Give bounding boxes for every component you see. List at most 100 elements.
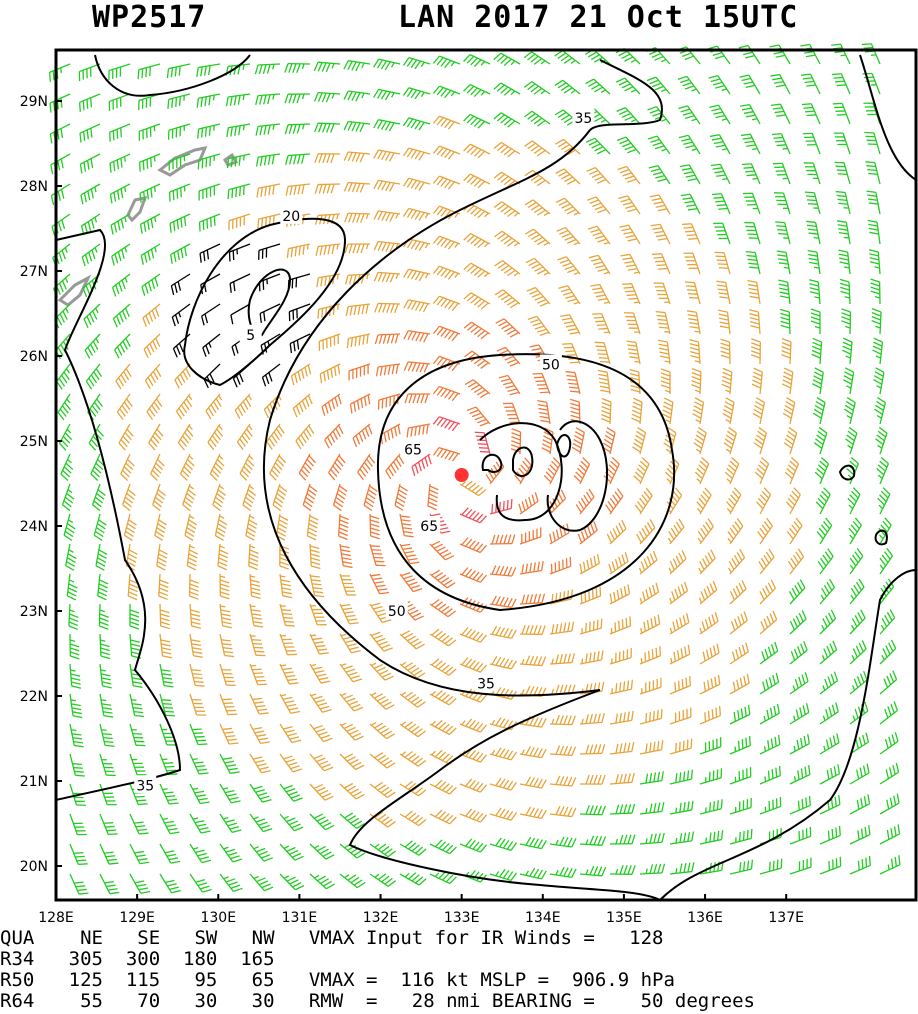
wind-barb — [519, 806, 547, 820]
wind-barb — [198, 183, 221, 201]
wind-barb — [109, 183, 131, 204]
wind-barb — [519, 836, 547, 850]
contour-label-bg — [539, 354, 562, 373]
wind-barb — [142, 303, 161, 328]
wind-barb — [339, 573, 357, 596]
wind-barb — [728, 548, 746, 575]
wind-barb — [429, 690, 457, 706]
x-tick-label: 134E — [525, 910, 561, 926]
wind-barb — [399, 721, 427, 738]
wind-barb — [249, 573, 261, 599]
wind-barb — [779, 308, 791, 335]
wind-barb — [186, 543, 199, 571]
wind-barb — [69, 843, 88, 866]
wind-barb — [709, 104, 731, 125]
wind-barb — [549, 621, 575, 635]
wind-barb — [61, 483, 75, 512]
wind-barb — [201, 303, 221, 326]
wind-barb — [724, 456, 740, 485]
wind-barb — [279, 693, 301, 714]
wind-barb — [459, 808, 488, 823]
wind-barb — [819, 671, 839, 695]
info-line-2: R34 305 300 180 165 — [0, 948, 275, 970]
wind-barb — [646, 76, 671, 95]
wind-barb — [524, 140, 551, 157]
wind-barb — [722, 397, 735, 425]
wind-barb — [863, 102, 881, 125]
wind-barb — [849, 794, 871, 815]
wind-barb — [319, 363, 341, 384]
wind-barb — [579, 713, 605, 725]
wind-barb — [776, 250, 791, 275]
wind-barb — [664, 457, 680, 485]
wind-barb — [399, 571, 423, 593]
wind-barb — [68, 603, 79, 631]
wind-barb — [789, 826, 812, 845]
wind-barb — [849, 578, 865, 605]
wind-barb — [632, 426, 647, 455]
wind-barb — [809, 279, 821, 305]
wind-barb — [339, 663, 363, 683]
wind-barb — [189, 663, 205, 687]
wind-barb — [463, 321, 491, 340]
wind-barb — [772, 162, 791, 185]
wind-barb — [631, 397, 643, 425]
wind-barb — [639, 677, 662, 695]
wind-barb — [661, 397, 674, 425]
wind-barb — [236, 423, 253, 451]
wind-barb — [219, 693, 238, 716]
wind-barb — [110, 213, 131, 235]
wind-barb — [865, 161, 881, 185]
wind-barb — [212, 483, 226, 512]
wind-barb — [751, 367, 763, 395]
wind-barb — [758, 548, 775, 575]
wind-barb — [93, 513, 107, 542]
wind-barb — [816, 517, 833, 545]
wind-barb — [285, 153, 311, 165]
wind-barb — [129, 843, 150, 865]
wind-barb — [785, 487, 801, 515]
wind-barb — [618, 195, 641, 215]
wind-barb — [429, 839, 457, 855]
wind-barb — [234, 393, 252, 419]
wind-barb — [729, 704, 751, 725]
wind-barb — [432, 85, 461, 99]
wind-barb — [710, 163, 731, 185]
wind-barb — [189, 783, 210, 805]
wind-barb — [677, 75, 701, 95]
wind-barb — [685, 281, 701, 305]
wind-barb — [403, 207, 431, 221]
wind-barb — [753, 426, 768, 455]
wind-barb — [318, 333, 341, 351]
info-line-3: R50 125 115 95 65 VMAX = 116 kt MSLP = 9… — [0, 969, 675, 991]
wind-barb — [159, 873, 181, 894]
contour-label: 65 — [420, 519, 438, 535]
wind-barb — [493, 141, 521, 158]
wind-barb — [629, 368, 641, 395]
wind-barb — [474, 431, 491, 455]
wind-barb — [463, 173, 491, 189]
wind-barb — [723, 426, 737, 455]
wind-barb — [879, 547, 894, 575]
wind-barb — [622, 283, 641, 305]
x-tick-label: 129E — [119, 910, 155, 926]
wind-barb — [69, 633, 80, 660]
wind-barb — [139, 183, 161, 203]
wind-barb — [314, 122, 341, 133]
plot-frame — [54, 48, 918, 902]
wind-barb — [801, 103, 821, 125]
wind-barb — [609, 803, 636, 815]
wind-barb — [699, 674, 721, 695]
wind-barb — [788, 579, 806, 605]
wind-barb — [65, 543, 77, 571]
wind-barb — [369, 662, 394, 681]
wind-barb — [406, 423, 431, 438]
wind-barb — [879, 762, 900, 785]
wind-barb — [321, 393, 342, 416]
wind-barb — [562, 342, 581, 365]
wind-barb — [496, 346, 521, 367]
wind-barb — [729, 611, 748, 635]
wind-barb — [759, 734, 781, 755]
wind-barb — [459, 567, 488, 583]
wind-barb — [159, 633, 172, 659]
